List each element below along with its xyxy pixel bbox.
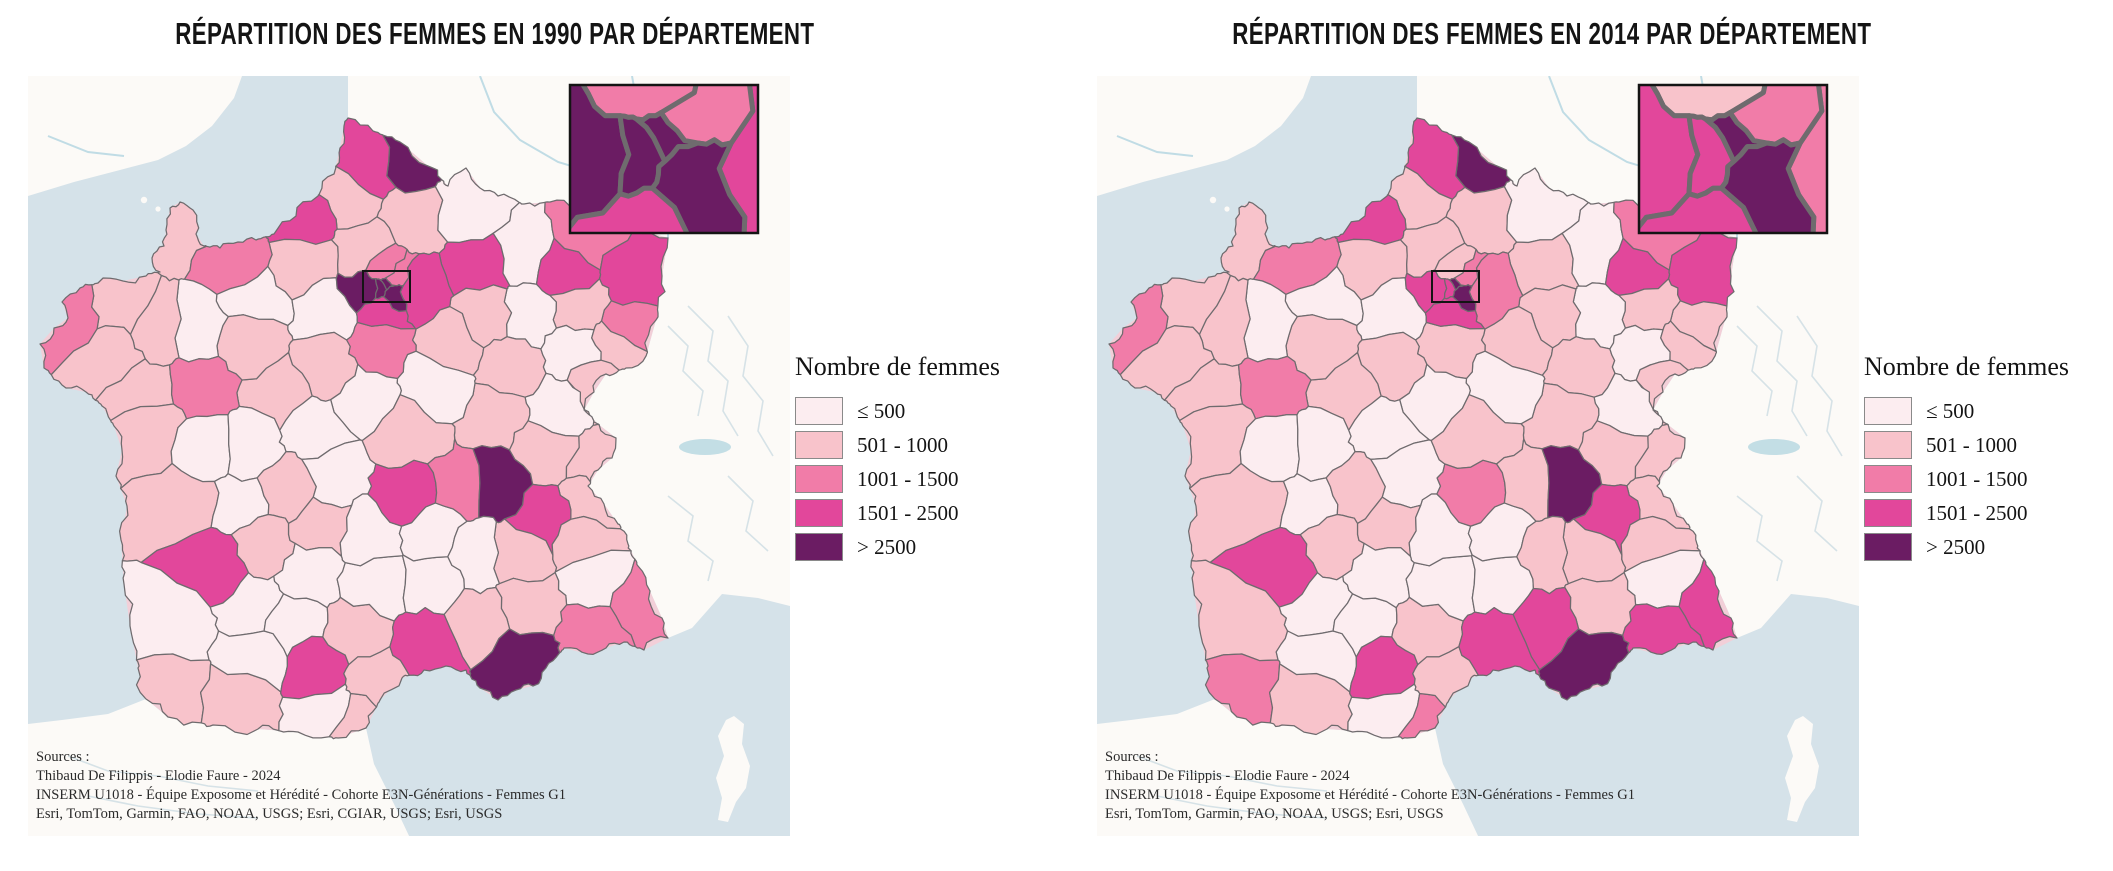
legend-label-class2: 501 - 1000: [1926, 432, 2017, 457]
legend-row-1: ≤ 500: [795, 394, 1050, 428]
sources-line: Thibaud De Filippis - Elodie Faure - 202…: [1105, 768, 1350, 784]
choropleth-map-2014[interactable]: [1097, 75, 1859, 838]
sources-2014: Sources : Thibaud De Filippis - Elodie F…: [1105, 748, 1685, 824]
legend-2014: Nombre de femmes ≤ 500 501 - 1000 1001 -…: [1864, 352, 2113, 564]
legend-label-class3: 1001 - 1500: [857, 466, 959, 491]
legend-swatch-class2: [1864, 431, 1912, 459]
sources-line: Sources :: [36, 749, 90, 765]
map-2014: Sources : Thibaud De Filippis - Elodie F…: [1097, 75, 1859, 838]
map-1990: Sources : Thibaud De Filippis - Elodie F…: [28, 75, 790, 838]
legend-label-class2: 501 - 1000: [857, 432, 948, 457]
legend-label-class4: 1501 - 2500: [1926, 500, 2028, 525]
sources-line: Sources :: [1105, 749, 1159, 765]
panel-2014: RÉPARTITION DES FEMMES EN 2014 PAR DÉPAR…: [1057, 0, 2113, 871]
legend-swatch-class3: [1864, 465, 1912, 493]
legend-swatch-class5: [795, 533, 843, 561]
sources-line: Esri, TomTom, Garmin, FAO, NOAA, USGS; E…: [1105, 806, 1444, 822]
legend-swatch-class4: [795, 499, 843, 527]
legend-1990: Nombre de femmes ≤ 500 501 - 1000 1001 -…: [795, 352, 1050, 564]
legend-swatch-class3: [795, 465, 843, 493]
legend-swatch-class1: [795, 397, 843, 425]
sources-1990: Sources : Thibaud De Filippis - Elodie F…: [36, 748, 616, 824]
legend-label-class3: 1001 - 1500: [1926, 466, 2028, 491]
choropleth-map-1990[interactable]: [28, 75, 790, 838]
sources-line: Esri, TomTom, Garmin, FAO, NOAA, USGS; E…: [36, 806, 503, 822]
legend-swatch-class5: [1864, 533, 1912, 561]
legend-row-5: > 2500: [1864, 530, 2113, 564]
legend-label-class1: ≤ 500: [857, 398, 906, 423]
legend-row-5: > 2500: [795, 530, 1050, 564]
map-title-1990: RÉPARTITION DES FEMMES EN 1990 PAR DÉPAR…: [0, 16, 990, 52]
legend-row-2: 501 - 1000: [1864, 428, 2113, 462]
sources-line: INSERM U1018 - Équipe Exposome et Hérédi…: [1105, 787, 1635, 803]
legend-row-2: 501 - 1000: [795, 428, 1050, 462]
map-title-2014-text: RÉPARTITION DES FEMMES EN 2014 PAR DÉPAR…: [1232, 16, 1872, 51]
legend-swatch-class1: [1864, 397, 1912, 425]
legend-label-class4: 1501 - 2500: [857, 500, 959, 525]
legend-label-class1: ≤ 500: [1926, 398, 1975, 423]
legend-row-3: 1001 - 1500: [1864, 462, 2113, 496]
legend-row-4: 1501 - 2500: [795, 496, 1050, 530]
map-title-1990-text: RÉPARTITION DES FEMMES EN 1990 PAR DÉPAR…: [175, 16, 815, 51]
panel-1990: RÉPARTITION DES FEMMES EN 1990 PAR DÉPAR…: [0, 0, 1056, 871]
sources-line: Thibaud De Filippis - Elodie Faure - 202…: [36, 768, 281, 784]
legend-label-class5: > 2500: [1926, 534, 1986, 559]
legend-swatch-class2: [795, 431, 843, 459]
legend-row-1: ≤ 500: [1864, 394, 2113, 428]
legend-row-4: 1501 - 2500: [1864, 496, 2113, 530]
legend-label-class5: > 2500: [857, 534, 917, 559]
legend-title: Nombre de femmes: [795, 352, 1001, 381]
legend-title: Nombre de femmes: [1864, 352, 2070, 381]
legend-swatch-class4: [1864, 499, 1912, 527]
sources-line: INSERM U1018 - Équipe Exposome et Hérédi…: [36, 787, 566, 803]
map-title-2014: RÉPARTITION DES FEMMES EN 2014 PAR DÉPAR…: [1057, 16, 2047, 52]
legend-row-3: 1001 - 1500: [795, 462, 1050, 496]
